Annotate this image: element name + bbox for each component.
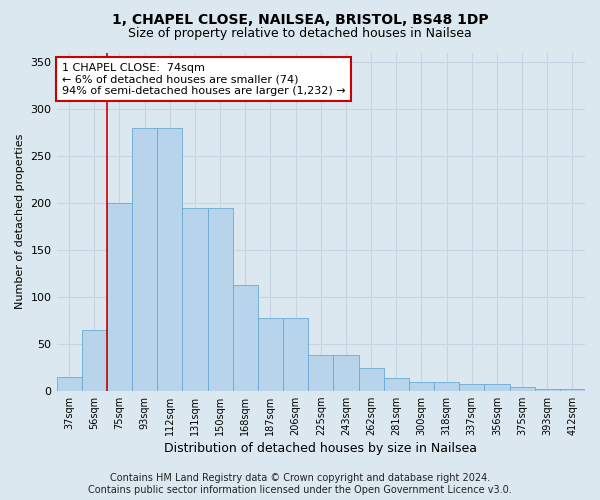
Bar (107, 203, 132, 390)
Text: Size of property relative to detached houses in Nailsea: Size of property relative to detached ho… (128, 28, 472, 40)
Bar (459, 384, 484, 390)
Text: 1 CHAPEL CLOSE:  74sqm
← 6% of detached houses are smaller (74)
94% of semi-deta: 1 CHAPEL CLOSE: 74sqm ← 6% of detached h… (62, 62, 346, 96)
Bar (509, 387, 535, 390)
Bar (535, 389, 560, 390)
Bar (283, 318, 308, 390)
Bar (258, 318, 283, 390)
Bar (359, 368, 383, 390)
Bar (560, 389, 585, 390)
Bar (233, 284, 258, 391)
Bar (383, 378, 409, 390)
Bar (334, 355, 359, 390)
Bar (484, 384, 509, 390)
Bar (182, 208, 208, 390)
Text: Contains HM Land Registry data © Crown copyright and database right 2024.
Contai: Contains HM Land Registry data © Crown c… (88, 474, 512, 495)
Bar (208, 208, 233, 390)
Bar (434, 382, 459, 390)
Bar (157, 128, 182, 390)
Y-axis label: Number of detached properties: Number of detached properties (15, 134, 25, 310)
Text: 1, CHAPEL CLOSE, NAILSEA, BRISTOL, BS48 1DP: 1, CHAPEL CLOSE, NAILSEA, BRISTOL, BS48 … (112, 12, 488, 26)
Bar (82, 330, 107, 390)
Bar (308, 355, 334, 390)
Bar (56, 376, 82, 390)
Bar (409, 382, 434, 390)
Bar (132, 128, 157, 390)
X-axis label: Distribution of detached houses by size in Nailsea: Distribution of detached houses by size … (164, 442, 477, 455)
